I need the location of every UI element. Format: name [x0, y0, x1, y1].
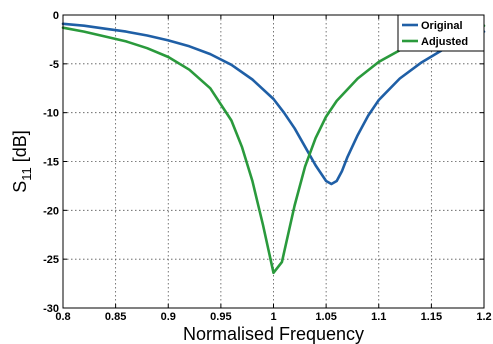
- legend: Original Adjusted: [397, 14, 485, 52]
- y-axis-title: S11 [dB]: [10, 130, 34, 193]
- y-axis-title-subscript: 11: [19, 167, 34, 181]
- x-tick-label: 1.1: [371, 311, 386, 323]
- axis-ticks: 0.8 0.85 0.9 0.95 1 1.05 1.1 1.15 1.2 0 -5 -10 -15 -2…: [43, 10, 492, 323]
- series-line-adjusted: [61, 24, 486, 275]
- y-tick-label: -5: [49, 59, 59, 71]
- x-tick-label: 0.8: [55, 311, 70, 323]
- x-tick-label: 1: [270, 311, 276, 323]
- series-lines: [61, 22, 486, 275]
- x-tick-label: 1.05: [315, 311, 336, 323]
- series-line-original: [61, 22, 486, 186]
- legend-label-original: Original: [421, 20, 463, 32]
- y-axis-title-unit: [dB]: [10, 130, 30, 167]
- x-tick-label: 1.15: [421, 311, 442, 323]
- x-tick-label: 0.85: [105, 311, 126, 323]
- y-tick-label: 0: [53, 10, 59, 22]
- x-tick-label: 0.95: [210, 311, 231, 323]
- grid: [63, 15, 484, 308]
- x-tick-label: 1.2: [476, 311, 491, 323]
- x-tick-label: 0.9: [161, 311, 176, 323]
- y-tick-label: -20: [43, 205, 59, 217]
- y-tick-label: -10: [43, 108, 59, 120]
- x-axis-title: Normalised Frequency: [183, 324, 364, 344]
- y-axis-title-main: S: [10, 181, 30, 193]
- legend-box: [397, 14, 485, 52]
- legend-label-adjusted: Adjusted: [421, 36, 468, 48]
- y-tick-label: -30: [43, 303, 59, 315]
- y-tick-label: -15: [43, 157, 59, 169]
- y-tick-label: -25: [43, 254, 59, 266]
